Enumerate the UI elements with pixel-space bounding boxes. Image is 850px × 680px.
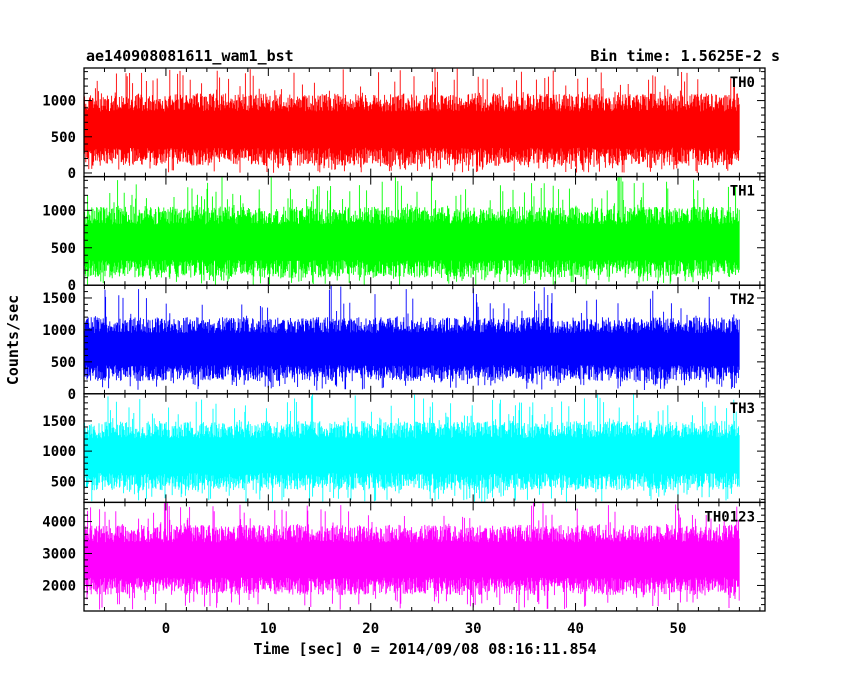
y-tick-label: 0 <box>68 387 76 403</box>
y-tick-label: 500 <box>51 355 76 371</box>
panel-label-th0: TH0 <box>730 75 755 91</box>
series-th1 <box>84 176 740 286</box>
x-tick-label: 40 <box>567 621 584 637</box>
panel-label-th1: TH1 <box>730 184 755 200</box>
y-tick-label: 1000 <box>42 94 76 110</box>
y-tick-label: 500 <box>51 241 76 257</box>
series-th0123 <box>84 502 740 611</box>
panel-label-th0123: TH0123 <box>704 509 755 525</box>
x-tick-label: 30 <box>465 621 482 637</box>
x-axis-label: Time [sec] 0 = 2014/09/08 08:16:11.854 <box>253 640 596 658</box>
y-tick-label: 3000 <box>42 547 76 563</box>
x-tick-label: 20 <box>362 621 379 637</box>
panel-frame <box>83 501 766 612</box>
x-tick-label: 0 <box>162 621 170 637</box>
y-tick-label: 0 <box>68 166 76 182</box>
panel-label-th2: TH2 <box>730 292 755 308</box>
y-tick-label: 500 <box>51 474 76 490</box>
x-tick-label: 50 <box>670 621 687 637</box>
y-axis-label: Counts/sec <box>4 295 22 385</box>
series-th0 <box>84 68 740 173</box>
y-tick-label: 1000 <box>42 323 76 339</box>
chart-title-left: ae140908081611_wam1_bst <box>86 47 294 65</box>
chart-title-right: Bin time: 1.5625E-2 s <box>590 47 780 65</box>
series-th3 <box>84 394 740 503</box>
y-tick-label: 500 <box>51 130 76 146</box>
y-tick-label: 1000 <box>42 444 76 460</box>
y-tick-label: 0 <box>68 278 76 294</box>
y-tick-label: 4000 <box>42 515 76 531</box>
y-tick-label: 1000 <box>42 203 76 219</box>
y-tick-label: 1500 <box>42 414 76 430</box>
x-tick-label: 10 <box>260 621 277 637</box>
panel-label-th3: TH3 <box>730 401 755 417</box>
y-tick-label: 1500 <box>42 291 76 307</box>
y-tick-label: 2000 <box>42 578 76 594</box>
series-th2 <box>84 285 740 391</box>
